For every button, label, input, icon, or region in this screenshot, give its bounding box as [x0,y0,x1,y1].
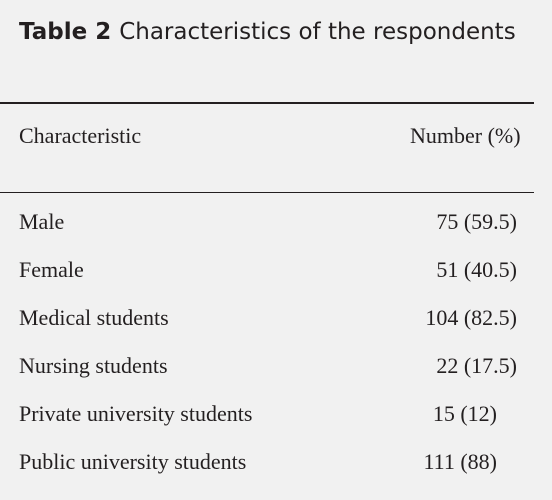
header-cell: Number (%) [410,123,521,148]
row-label: Female [19,257,84,282]
row-value: 104 (82.5) [425,305,517,330]
row-value: 22 (17.5) [436,353,517,378]
row-value: 15 (12) [432,401,497,426]
header-rule [0,192,534,193]
header-cell: Characteristic [19,123,142,148]
row-value: 51 (40.5) [436,257,517,282]
row-label: Public university students [19,449,247,474]
row-label: Male [19,209,65,234]
table-title: Table 2 Characteristics of the respondent… [19,14,539,50]
table-label: Table 2 [19,19,112,45]
row-label: Medical students [19,305,169,330]
row-value: 75 (59.5) [436,209,517,234]
row-label: Nursing students [19,353,168,378]
top-rule [0,102,534,104]
table-caption: Characteristics of the respondents [119,19,516,45]
row-value: 111 (88) [423,449,497,474]
row-label: Private university students [19,401,253,426]
